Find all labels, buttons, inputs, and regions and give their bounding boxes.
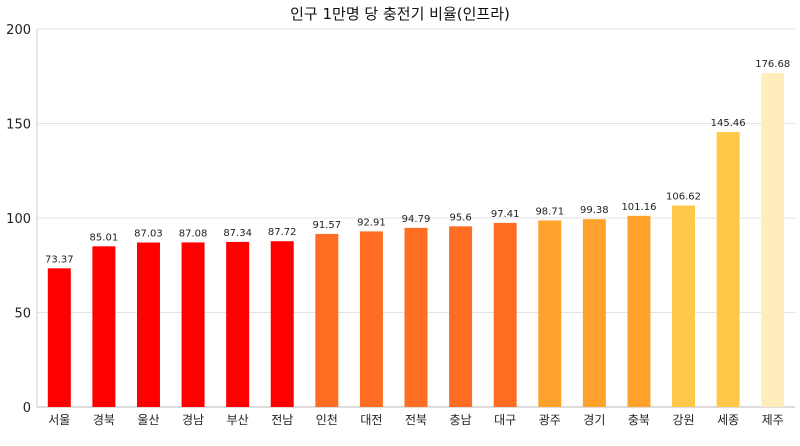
bar — [136, 242, 160, 407]
x-category-label: 경북 — [93, 413, 115, 427]
bar-value-label: 94.79 — [402, 214, 431, 225]
bar — [672, 205, 696, 407]
bar — [538, 220, 562, 407]
bar — [47, 268, 71, 407]
bar-value-label: 87.03 — [134, 229, 163, 240]
bar — [359, 231, 383, 407]
x-category-label: 부산 — [227, 413, 249, 427]
chart-title: 인구 1만명 당 충전기 비율(인프라) — [290, 5, 510, 23]
bar — [92, 246, 116, 407]
x-category-label: 전북 — [405, 413, 427, 427]
bar — [270, 241, 294, 407]
x-category-label: 서울 — [48, 413, 70, 427]
x-category-label: 전남 — [271, 413, 293, 427]
bar — [404, 227, 428, 407]
bar-value-label: 91.57 — [313, 220, 342, 231]
x-category-label: 광주 — [539, 413, 561, 427]
bar — [449, 226, 473, 407]
x-category-label: 충남 — [450, 413, 472, 427]
bar-value-label: 95.6 — [449, 212, 471, 223]
bar — [627, 215, 651, 407]
y-tick-label: 50 — [14, 307, 31, 322]
x-category-label: 경남 — [182, 413, 204, 427]
bar-value-label: 98.71 — [535, 206, 564, 217]
bar-value-label: 106.62 — [666, 191, 701, 202]
bar-value-label: 99.38 — [580, 205, 609, 216]
x-category-label: 제주 — [762, 413, 784, 427]
bar — [493, 222, 517, 407]
x-category-label: 인천 — [316, 412, 338, 427]
x-category-label: 대구 — [494, 413, 516, 427]
x-category-label: 강원 — [672, 413, 694, 427]
bar-value-label: 145.46 — [711, 118, 746, 129]
bar-value-label: 87.08 — [179, 228, 208, 239]
x-category-label: 충북 — [628, 413, 650, 427]
y-tick-label: 100 — [6, 212, 31, 227]
bar — [761, 73, 785, 407]
bar — [315, 233, 339, 407]
bar-value-label: 73.37 — [45, 254, 74, 265]
bar — [181, 242, 205, 407]
labels: 0 50 100 150 200 73.37 서울 85.01 경북 87.03 울산 87.08 경남… — [6, 23, 790, 427]
bar-value-label: 97.41 — [491, 209, 520, 220]
bar-value-label: 176.68 — [755, 59, 790, 70]
y-tick-label: 200 — [6, 23, 31, 38]
bar — [582, 219, 606, 407]
x-category-label: 울산 — [137, 413, 159, 427]
bar-value-label: 101.16 — [621, 202, 656, 213]
bar-value-label: 85.01 — [90, 232, 119, 243]
bars — [47, 73, 785, 407]
y-tick-label: 150 — [6, 118, 31, 133]
y-tick-label: 0 — [23, 401, 31, 416]
x-category-label: 대전 — [360, 413, 382, 427]
x-category-label: 세종 — [717, 413, 739, 427]
bar-value-label: 87.72 — [268, 227, 297, 238]
bar — [226, 241, 250, 407]
bar-value-label: 92.91 — [357, 217, 386, 228]
bar-value-label: 87.34 — [223, 228, 252, 239]
x-category-label: 경기 — [583, 413, 605, 427]
bar — [716, 132, 740, 407]
